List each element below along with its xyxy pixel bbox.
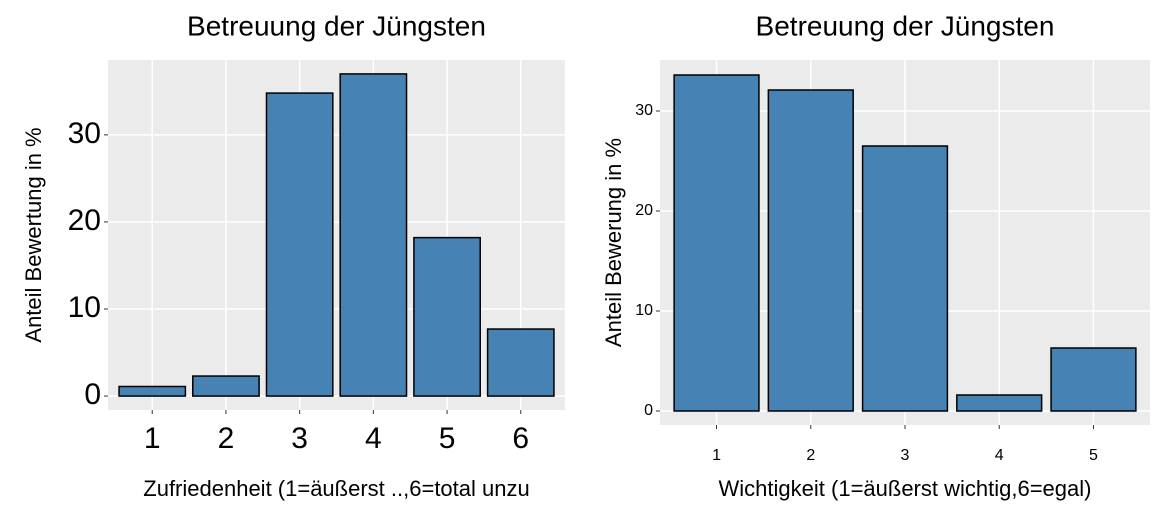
x-tick-label: 3 — [291, 422, 308, 455]
bar — [118, 385, 187, 397]
x-tick-label: 5 — [439, 422, 456, 455]
x-tick-label: 2 — [218, 422, 235, 455]
y-tick-label: 30 — [635, 102, 653, 119]
bar — [673, 74, 760, 412]
bar — [265, 92, 334, 397]
y-tick-label: 30 — [68, 117, 101, 150]
x-axis-title: Wichtigkeit (1=äußerst wichtig,6=egal) — [719, 476, 1092, 501]
bar — [767, 89, 854, 412]
y-tick-label: 20 — [635, 202, 653, 219]
y-axis-title: Anteil Bewertung in % — [21, 127, 46, 342]
bar — [413, 236, 481, 397]
chart-title: Betreuung der Jüngsten — [756, 10, 1055, 41]
x-tick-label: 4 — [995, 447, 1004, 464]
y-axis-title: Anteil Bewerung in % — [601, 138, 626, 347]
x-tick-label: 1 — [712, 447, 721, 464]
y-tick-label: 0 — [644, 402, 653, 419]
x-tick-label: 5 — [1089, 447, 1098, 464]
bar — [339, 73, 408, 397]
bar — [486, 328, 555, 397]
y-tick-label: 10 — [68, 291, 101, 324]
chart-title: Betreuung der Jüngsten — [187, 10, 486, 41]
bar — [956, 394, 1043, 412]
y-tick-label: 0 — [84, 378, 101, 411]
x-tick-label: 1 — [144, 422, 161, 455]
x-tick-label: 6 — [512, 422, 529, 455]
x-axis-title: Zufriedenheit (1=äußerst ..,6=total unzu — [143, 476, 529, 501]
y-tick-label: 20 — [68, 204, 101, 237]
bar — [192, 375, 260, 397]
x-tick-label: 4 — [365, 422, 382, 455]
x-tick-label: 3 — [901, 447, 910, 464]
x-tick-label: 2 — [806, 447, 815, 464]
bar — [861, 145, 949, 412]
y-tick-label: 10 — [635, 302, 653, 319]
bar — [1050, 347, 1137, 412]
